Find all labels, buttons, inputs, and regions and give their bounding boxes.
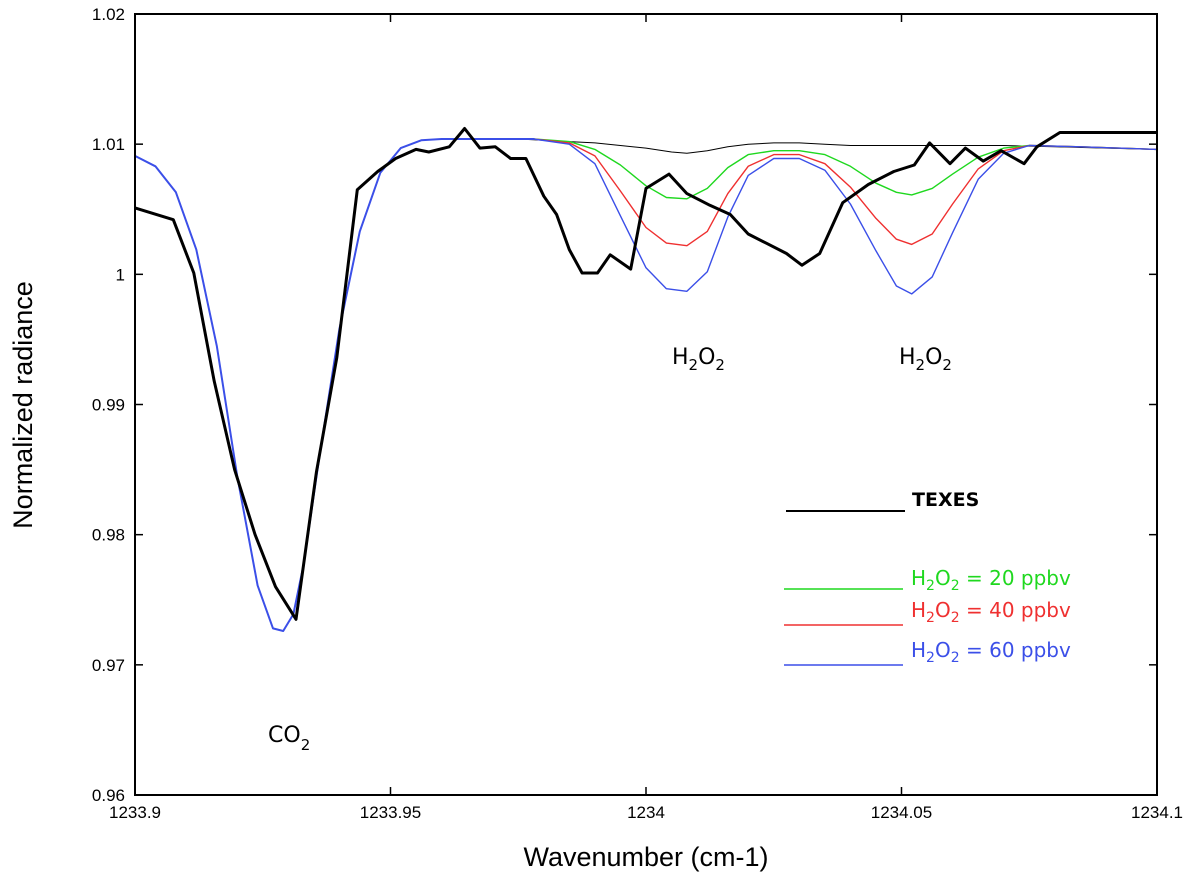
annotation-co2: CO2 <box>268 723 310 754</box>
y-tick-label: 0.97 <box>92 656 125 675</box>
series-line-h2o2-0-ppbv-thin-black <box>517 138 1157 154</box>
x-tick-label: 1234.1 <box>1131 803 1183 822</box>
x-tick-label: 1234 <box>627 803 665 822</box>
legend-label-texes: TEXES <box>912 489 979 511</box>
tick-layer: 1233.9 1233.95 1234 1234.05 1234.1 0.96 0.97 0.… <box>92 5 1183 822</box>
series-line-h2o2-20-ppbv <box>532 138 1157 200</box>
series-line-h2o2-40-ppbv <box>532 138 1157 247</box>
y-tick-label: 0.96 <box>92 786 125 805</box>
series-line-h2o2-60-ppbv <box>532 138 1157 295</box>
legend-label-20ppbv: H2O2 = 20 ppbv <box>911 566 1071 594</box>
y-tick-label: 1.01 <box>92 135 125 154</box>
legend-label-60ppbv: H2O2 = 60 ppbv <box>911 638 1071 666</box>
legend-label-40ppbv: H2O2 = 40 ppbv <box>911 598 1071 626</box>
x-tick-label: 1234.05 <box>871 803 932 822</box>
series-line-texes <box>135 127 1157 621</box>
x-tick-label: 1233.95 <box>360 803 421 822</box>
y-tick-label: 1 <box>116 265 125 284</box>
y-tick-label: 1.02 <box>92 5 125 24</box>
y-axis-title: Normalized radiance <box>8 281 38 529</box>
y-tick-label: 0.98 <box>92 526 125 545</box>
series-layer <box>135 127 1157 632</box>
legend: TEXES H2O2 = 20 ppbv H2O2 = 40 ppbv H2O2… <box>784 489 1071 666</box>
series-line-co2-model <box>135 138 535 632</box>
annotation-h2o2-left: H2O2 <box>672 345 725 374</box>
x-axis-title: Wavenumber (cm-1) <box>523 842 768 872</box>
annotation-h2o2-right: H2O2 <box>899 345 952 374</box>
y-tick-label: 0.99 <box>92 396 125 415</box>
plot-frame <box>134 13 1158 796</box>
x-tick-label: 1233.9 <box>109 803 161 822</box>
